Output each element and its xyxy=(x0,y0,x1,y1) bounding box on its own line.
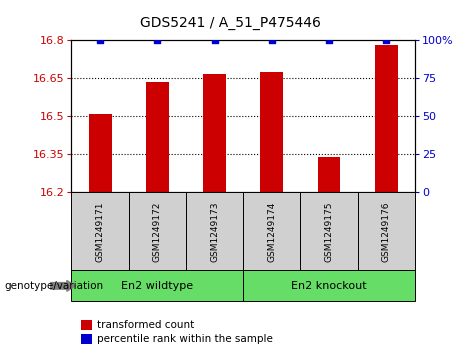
Bar xyxy=(146,82,169,192)
Bar xyxy=(260,72,283,192)
Text: GSM1249173: GSM1249173 xyxy=(210,201,219,262)
Point xyxy=(268,37,276,43)
Point xyxy=(325,37,333,43)
Bar xyxy=(203,74,226,192)
Bar xyxy=(318,157,341,192)
Bar xyxy=(71,192,129,270)
Bar xyxy=(358,192,415,270)
Bar xyxy=(301,192,358,270)
Point xyxy=(383,37,390,43)
Bar xyxy=(129,192,186,270)
Text: GSM1249174: GSM1249174 xyxy=(267,201,276,262)
Text: genotype/variation: genotype/variation xyxy=(5,281,104,291)
Bar xyxy=(243,192,301,270)
Text: GSM1249172: GSM1249172 xyxy=(153,201,162,262)
Text: transformed count: transformed count xyxy=(97,320,194,330)
Text: GSM1249176: GSM1249176 xyxy=(382,201,391,262)
Text: GSM1249171: GSM1249171 xyxy=(95,201,105,262)
Text: percentile rank within the sample: percentile rank within the sample xyxy=(97,334,273,344)
Text: En2 knockout: En2 knockout xyxy=(291,281,367,291)
Bar xyxy=(375,45,398,192)
Text: GDS5241 / A_51_P475446: GDS5241 / A_51_P475446 xyxy=(140,16,321,30)
Bar xyxy=(243,270,415,301)
Point xyxy=(154,37,161,43)
Point xyxy=(96,37,104,43)
Bar xyxy=(186,192,243,270)
Bar xyxy=(71,270,243,301)
Text: En2 wildtype: En2 wildtype xyxy=(121,281,193,291)
Bar xyxy=(89,114,112,192)
Point xyxy=(211,37,218,43)
Text: GSM1249175: GSM1249175 xyxy=(325,201,334,262)
